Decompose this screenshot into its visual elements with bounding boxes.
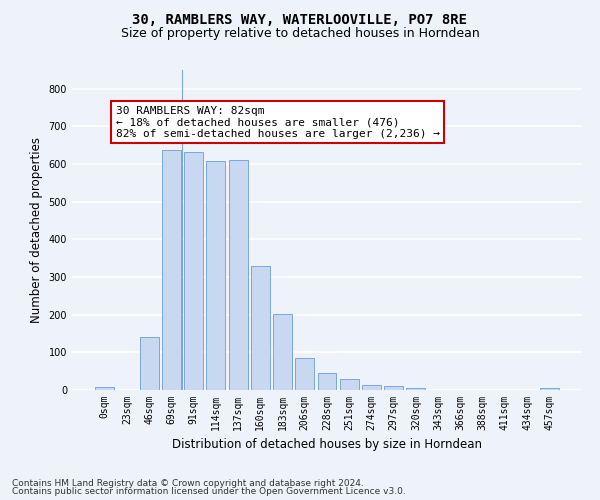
X-axis label: Distribution of detached houses by size in Horndean: Distribution of detached houses by size … xyxy=(172,438,482,452)
Bar xyxy=(384,386,403,390)
Bar xyxy=(540,388,559,390)
Bar xyxy=(406,388,425,390)
Bar xyxy=(229,160,248,390)
Text: Size of property relative to detached houses in Horndean: Size of property relative to detached ho… xyxy=(121,28,479,40)
Bar xyxy=(140,336,158,390)
Bar xyxy=(184,152,203,390)
Bar xyxy=(317,372,337,390)
Bar xyxy=(340,380,359,390)
Bar xyxy=(295,358,314,390)
Text: Contains HM Land Registry data © Crown copyright and database right 2024.: Contains HM Land Registry data © Crown c… xyxy=(12,478,364,488)
Bar xyxy=(273,314,292,390)
Bar xyxy=(95,388,114,390)
Bar xyxy=(206,162,225,390)
Bar xyxy=(251,266,270,390)
Text: 30, RAMBLERS WAY, WATERLOOVILLE, PO7 8RE: 30, RAMBLERS WAY, WATERLOOVILLE, PO7 8RE xyxy=(133,12,467,26)
Bar xyxy=(362,386,381,390)
Bar xyxy=(162,150,181,390)
Text: Contains public sector information licensed under the Open Government Licence v3: Contains public sector information licen… xyxy=(12,487,406,496)
Text: 30 RAMBLERS WAY: 82sqm
← 18% of detached houses are smaller (476)
82% of semi-de: 30 RAMBLERS WAY: 82sqm ← 18% of detached… xyxy=(116,106,440,139)
Y-axis label: Number of detached properties: Number of detached properties xyxy=(30,137,43,323)
